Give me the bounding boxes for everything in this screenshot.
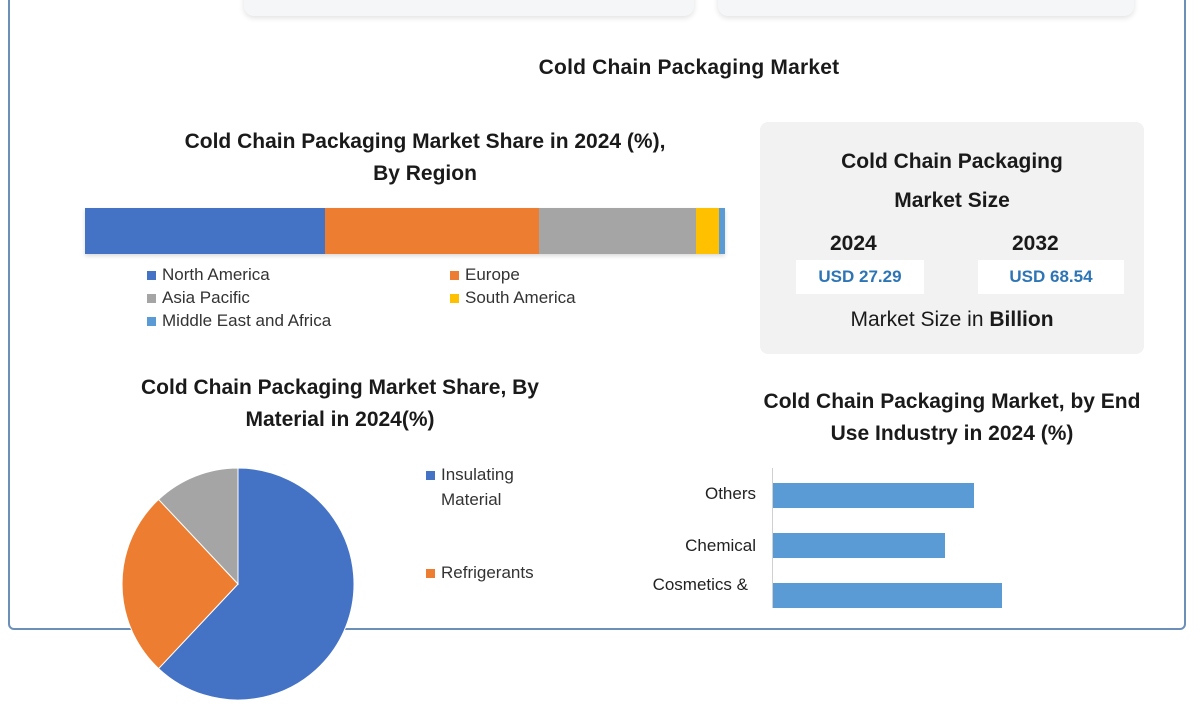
legend-label-middle-east-africa: Middle East and Africa — [162, 311, 332, 330]
pie-legend-refrigerants: Refrigerants — [426, 560, 534, 585]
legend-north-america: North America — [147, 265, 270, 285]
unit-prefix: Market Size in — [850, 308, 990, 331]
end-use-bar-cosmetics — [773, 583, 1003, 608]
material-chart-title-line2: Material in 2024(%) — [245, 408, 435, 431]
legend-label-north-america: North America — [162, 265, 270, 284]
end-use-axis — [772, 468, 773, 608]
legend-label-south-america: South America — [465, 288, 576, 307]
pie-legend-label-insulating-1: Insulating — [441, 465, 514, 484]
year-2024: 2024 — [830, 232, 877, 255]
top-card-left — [244, 0, 694, 16]
end-use-chart-title-line1: Cold Chain Packaging Market, by End — [763, 390, 1141, 413]
material-chart-title: Cold Chain Packaging Market Share, By Ma… — [60, 372, 620, 436]
region-segment-europe — [325, 208, 540, 254]
legend-swatch-europe — [450, 270, 459, 280]
end-use-chart-title: Cold Chain Packaging Market, by End Use … — [722, 386, 1182, 450]
market-size-title-line2: Market Size — [894, 189, 1010, 212]
end-use-bar-others — [773, 483, 974, 508]
legend-label-asia-pacific: Asia Pacific — [162, 288, 250, 307]
pie-legend-label-insulating-2: Material — [441, 490, 502, 509]
region-chart-title: Cold Chain Packaging Market Share in 202… — [100, 126, 750, 190]
unit-bold: Billion — [989, 308, 1054, 331]
legend-middle-east-africa: Middle East and Africa — [147, 311, 331, 331]
legend-swatch-middle-east-africa — [147, 316, 156, 326]
region-chart-title-line1: Cold Chain Packaging Market Share in 202… — [184, 130, 666, 153]
market-size-unit: Market Size in Billion — [760, 308, 1144, 332]
pie-legend-swatch-refrigerants — [426, 569, 435, 578]
legend-swatch-north-america — [147, 270, 156, 280]
region-segment-south-america — [696, 208, 719, 254]
pie-legend-insulating: Insulating Material — [426, 462, 514, 512]
legend-south-america: South America — [450, 288, 576, 308]
region-segment-middle-east-and-africa — [718, 208, 725, 254]
region-chart-title-line2: By Region — [373, 162, 477, 185]
page-title: Cold Chain Packaging Market — [538, 56, 840, 79]
cat-label-chemical: Chemical — [685, 536, 756, 555]
end-use-chart-title-line2: Use Industry in 2024 (%) — [830, 422, 1074, 445]
market-size-title: Cold Chain Packaging Market Size — [760, 142, 1144, 220]
region-segment-asia-pacific — [539, 208, 697, 254]
legend-europe: Europe — [450, 265, 520, 285]
region-segment-north-america — [85, 208, 325, 254]
material-chart-title-line1: Cold Chain Packaging Market Share, By — [141, 376, 539, 399]
end-use-bar-chemical — [773, 533, 945, 558]
pie-legend-label-refrigerants: Refrigerants — [441, 563, 534, 582]
market-size-card: Cold Chain Packaging Market Size 2024 20… — [760, 122, 1144, 354]
region-stacked-bar — [85, 208, 725, 254]
material-pie-svg — [121, 467, 355, 701]
market-size-title-line1: Cold Chain Packaging — [841, 150, 1063, 173]
value-2024: USD 27.29 — [796, 260, 924, 294]
pie-legend-swatch-insulating — [426, 471, 435, 480]
pie-slice-other — [157, 467, 239, 586]
legend-swatch-asia-pacific — [147, 293, 156, 303]
cat-label-others: Others — [704, 484, 756, 503]
legend-label-europe: Europe — [465, 265, 520, 284]
material-pie — [120, 466, 356, 702]
value-2032: USD 68.54 — [978, 260, 1124, 294]
legend-swatch-south-america — [450, 293, 459, 303]
year-2032: 2032 — [1012, 232, 1059, 255]
legend-asia-pacific: Asia Pacific — [147, 288, 250, 308]
cat-label-cosmetics: Cosmetics & — [652, 575, 748, 594]
top-card-right — [718, 0, 1134, 16]
